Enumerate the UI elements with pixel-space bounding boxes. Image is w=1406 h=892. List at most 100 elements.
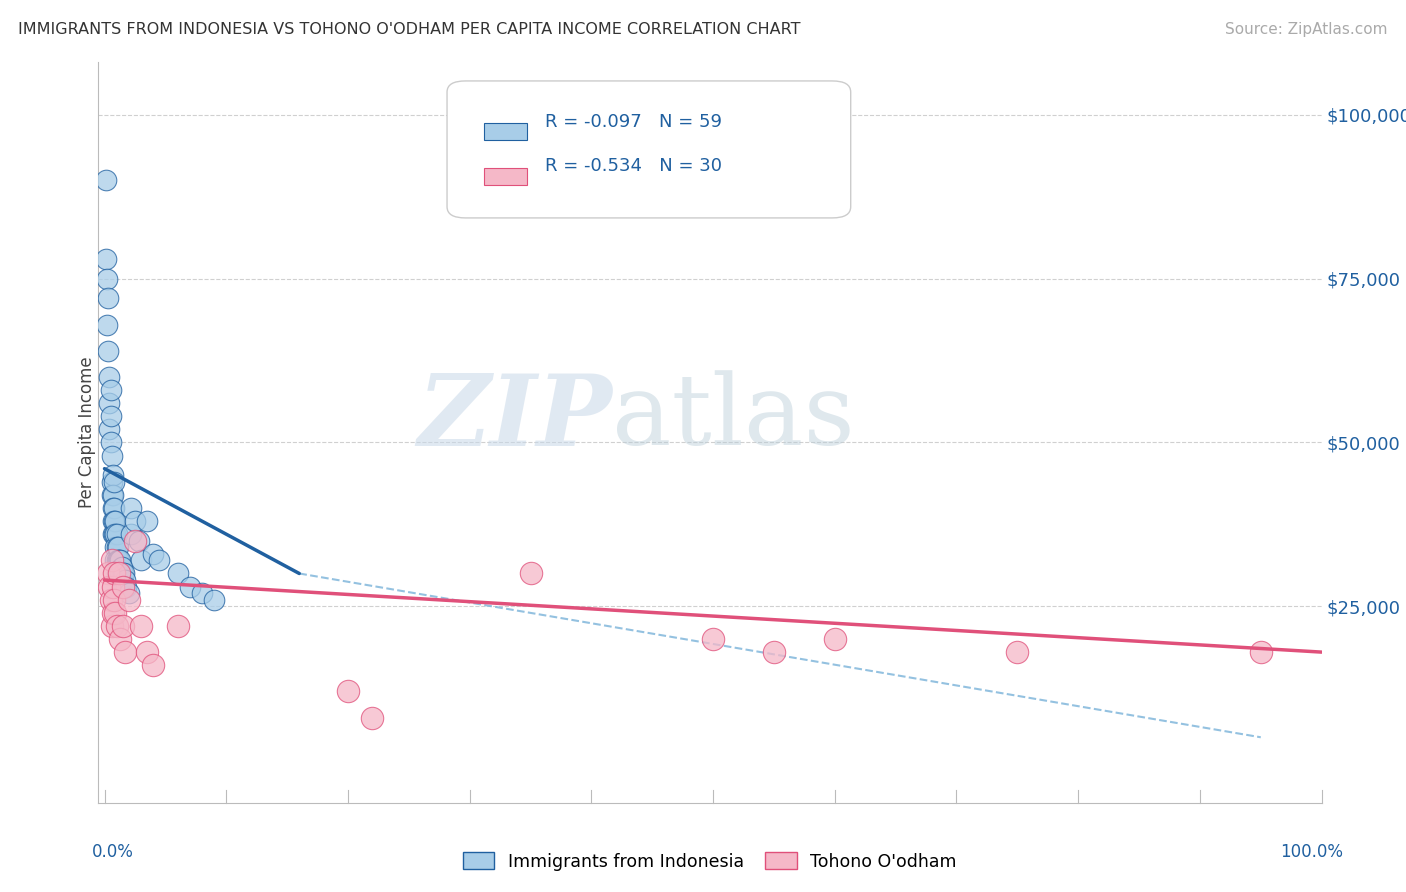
Point: [103, 475, 125, 489]
Point: [112, 566, 135, 581]
Point: [336, 684, 359, 698]
Point: [166, 619, 188, 633]
Point: [112, 580, 135, 594]
Point: [702, 632, 724, 646]
Point: [110, 560, 132, 574]
Text: R = -0.097   N = 59: R = -0.097 N = 59: [546, 112, 721, 130]
Point: [108, 566, 131, 581]
Text: ZIP: ZIP: [418, 369, 612, 466]
Point: [98, 370, 121, 384]
Point: [101, 488, 124, 502]
Point: [142, 658, 165, 673]
Point: [104, 527, 127, 541]
Point: [96, 318, 118, 332]
Point: [136, 645, 159, 659]
Point: [108, 553, 131, 567]
Point: [1250, 645, 1272, 659]
Point: [96, 271, 118, 285]
Point: [101, 527, 124, 541]
Point: [103, 514, 125, 528]
Point: [101, 514, 124, 528]
Point: [166, 566, 188, 581]
Point: [124, 514, 146, 528]
Point: [105, 527, 128, 541]
Point: [120, 527, 142, 541]
Point: [136, 514, 159, 528]
Point: [100, 435, 122, 450]
Point: [103, 566, 125, 581]
Point: [148, 553, 170, 567]
Point: [101, 553, 124, 567]
Text: 0.0%: 0.0%: [91, 843, 134, 861]
Point: [128, 533, 150, 548]
Text: atlas: atlas: [612, 370, 855, 466]
Point: [98, 422, 121, 436]
Point: [111, 580, 134, 594]
Point: [105, 566, 128, 581]
Legend: Immigrants from Indonesia, Tohono O'odham: Immigrants from Indonesia, Tohono O'odha…: [454, 844, 966, 880]
Point: [101, 468, 124, 483]
Point: [104, 514, 127, 528]
Point: [129, 619, 152, 633]
Text: Source: ZipAtlas.com: Source: ZipAtlas.com: [1225, 22, 1388, 37]
Point: [118, 586, 141, 600]
Point: [94, 173, 117, 187]
Point: [110, 553, 132, 567]
Point: [101, 619, 124, 633]
Point: [110, 573, 132, 587]
Point: [108, 566, 131, 581]
Point: [129, 553, 152, 567]
Point: [142, 547, 165, 561]
Point: [97, 291, 120, 305]
Point: [104, 541, 127, 555]
FancyBboxPatch shape: [484, 168, 526, 185]
Point: [762, 645, 785, 659]
Point: [97, 566, 120, 581]
Point: [191, 586, 214, 600]
Text: IMMIGRANTS FROM INDONESIA VS TOHONO O'ODHAM PER CAPITA INCOME CORRELATION CHART: IMMIGRANTS FROM INDONESIA VS TOHONO O'OD…: [18, 22, 801, 37]
Point: [114, 645, 136, 659]
Point: [110, 566, 132, 581]
Point: [103, 500, 125, 515]
Point: [118, 592, 141, 607]
Point: [100, 383, 122, 397]
Point: [98, 580, 121, 594]
Point: [105, 553, 128, 567]
Point: [111, 580, 134, 594]
Point: [104, 606, 127, 620]
Point: [111, 566, 134, 581]
Point: [179, 580, 201, 594]
Point: [97, 343, 120, 358]
Point: [101, 580, 124, 594]
Point: [107, 541, 129, 555]
Point: [101, 488, 124, 502]
Point: [98, 396, 121, 410]
Point: [101, 500, 124, 515]
Point: [519, 566, 541, 581]
Point: [115, 580, 138, 594]
Point: [111, 619, 134, 633]
Point: [107, 553, 129, 567]
FancyBboxPatch shape: [447, 81, 851, 218]
Point: [100, 592, 122, 607]
Point: [1007, 645, 1029, 659]
Point: [824, 632, 846, 646]
Point: [110, 632, 132, 646]
Point: [361, 711, 384, 725]
Point: [104, 553, 127, 567]
Point: [100, 409, 122, 424]
Text: R = -0.534   N = 30: R = -0.534 N = 30: [546, 157, 721, 175]
FancyBboxPatch shape: [484, 123, 526, 140]
Point: [101, 475, 124, 489]
Point: [105, 541, 128, 555]
Point: [103, 592, 125, 607]
Text: 100.0%: 100.0%: [1279, 843, 1343, 861]
Point: [114, 573, 136, 587]
Point: [101, 449, 124, 463]
Point: [94, 252, 117, 266]
Point: [103, 527, 125, 541]
Point: [105, 619, 128, 633]
Point: [202, 592, 225, 607]
Y-axis label: Per Capita Income: Per Capita Income: [77, 357, 96, 508]
Point: [120, 500, 142, 515]
